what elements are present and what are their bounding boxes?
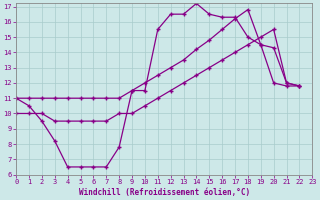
X-axis label: Windchill (Refroidissement éolien,°C): Windchill (Refroidissement éolien,°C) bbox=[79, 188, 250, 197]
